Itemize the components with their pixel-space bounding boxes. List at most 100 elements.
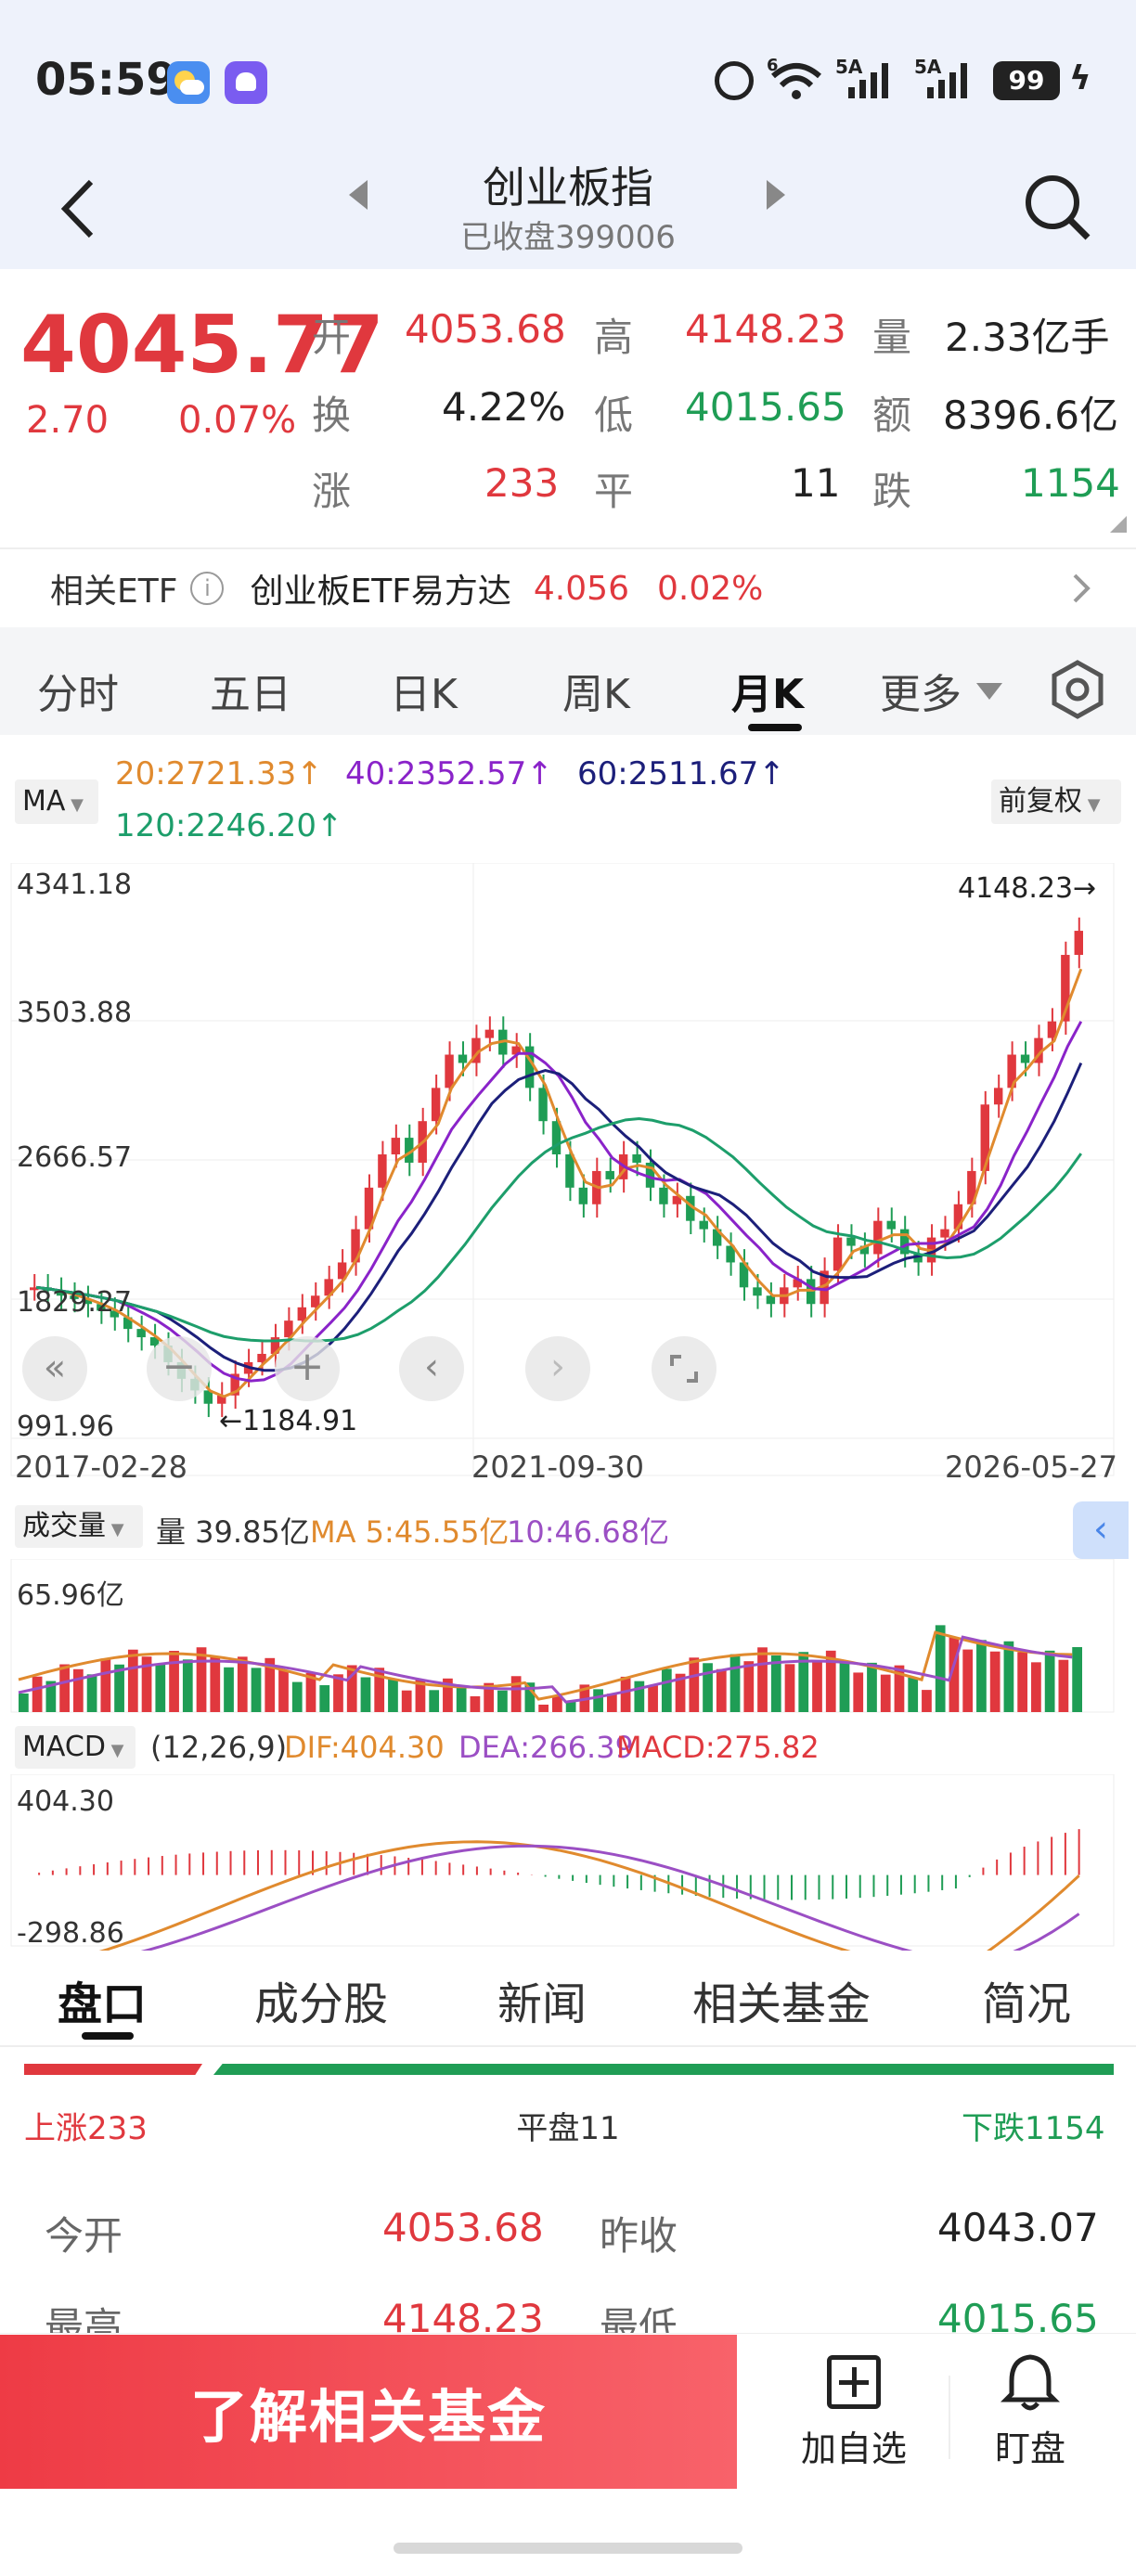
macd-selector[interactable]: MACD ▼ [15, 1726, 136, 1769]
detail-tabs: 盘口 成分股 新闻 相关基金 简况 [0, 1954, 1136, 2056]
candle-body [524, 1046, 535, 1088]
related-etf-row[interactable]: 相关ETF i 创业板ETF易方达 4.056 0.02% [0, 549, 1136, 627]
volume-bar [333, 1674, 343, 1712]
high-value: 4148.23 [685, 306, 846, 352]
signal-icon-2: 5A [914, 56, 979, 102]
candle-body [257, 1353, 266, 1362]
candle-body [551, 1121, 562, 1155]
volume-bar [976, 1640, 987, 1712]
candle-body [913, 1254, 923, 1263]
date-mid: 2021-09-30 [471, 1449, 644, 1485]
prev-index-icon[interactable] [349, 180, 368, 210]
zoom-out-icon[interactable]: − [147, 1336, 212, 1401]
kline-y-bottom: 991.96 [17, 1410, 114, 1443]
tab-news[interactable]: 新闻 [497, 1978, 587, 2030]
volume-bar [401, 1690, 412, 1712]
adjust-selector[interactable]: 前复权 ▼ [991, 779, 1121, 824]
next-index-icon[interactable] [767, 180, 785, 210]
kline-y-3: 2666.57 [17, 1141, 133, 1174]
tab-weekly-k[interactable]: 周K [562, 671, 630, 718]
candle-body [538, 1088, 548, 1122]
tab-daily-k[interactable]: 日K [390, 671, 458, 718]
tab-monthly-k[interactable]: 月K [731, 671, 805, 718]
search-icon[interactable] [1021, 171, 1095, 245]
back-icon[interactable] [56, 176, 102, 241]
etf-name: 创业板ETF易方达 [250, 573, 511, 611]
watch-button[interactable]: 盯盘 [965, 2351, 1095, 2471]
breadth-bar-down [213, 2064, 1114, 2075]
candle-body [1007, 1054, 1016, 1088]
candle-body [70, 1295, 79, 1299]
zoom-fast-icon[interactable]: « [22, 1336, 87, 1401]
ma-selector[interactable]: MA ▼ [15, 779, 98, 824]
expand-corner-icon[interactable] [1110, 516, 1127, 533]
volume-bar [360, 1677, 371, 1712]
candle-body [953, 1204, 963, 1230]
volume-bar [291, 1681, 303, 1712]
breadth-up-label: 上涨233 [24, 2110, 148, 2147]
tab-intraday[interactable]: 分时 [37, 671, 119, 718]
candle-body [993, 1088, 1003, 1105]
page-title: 创业板指 [483, 162, 653, 213]
info-icon[interactable]: i [190, 572, 225, 605]
candle-body [471, 1037, 481, 1063]
etf-pct: 0.02% [656, 569, 764, 608]
candle-body [149, 1337, 160, 1346]
settings-icon[interactable] [1047, 659, 1108, 720]
panel-collapse-icon[interactable]: ‹ [1073, 1501, 1129, 1559]
candle-body [899, 1229, 910, 1255]
volume-bar [510, 1676, 522, 1712]
volume-bar [278, 1669, 289, 1712]
volume-selector[interactable]: 成交量 ▼ [15, 1505, 143, 1548]
volume-bar [251, 1668, 262, 1712]
macd-dif-line [98, 1840, 1080, 1951]
volume-bar [127, 1649, 138, 1712]
volume-bar [565, 1701, 576, 1712]
top-bar: 创业板指 已收盘399006 [0, 139, 1136, 269]
volume-bar [484, 1682, 495, 1712]
status-bar: 05:59 6 5A 5A 99 ϟ [0, 0, 1136, 158]
candle-body [1074, 931, 1083, 956]
candle-body [980, 1104, 989, 1171]
date-end: 2026-05-27 [945, 1449, 1117, 1485]
volume-bar [825, 1650, 836, 1712]
candle-body [820, 1270, 829, 1305]
tab-five-day[interactable]: 五日 [210, 671, 291, 718]
volume-bar [182, 1659, 193, 1712]
scroll-left-icon[interactable]: ‹ [399, 1336, 464, 1401]
macd-params: (12,26,9) [150, 1730, 288, 1765]
tab-quote[interactable]: 盘口 [58, 1978, 148, 2030]
candle-body [726, 1245, 735, 1263]
volume-bar [19, 1694, 29, 1712]
scroll-right-icon[interactable]: › [525, 1336, 590, 1401]
tab-related-funds[interactable]: 相关基金 [692, 1978, 871, 2030]
tab-more[interactable]: 更多 [880, 671, 962, 718]
detail-open-value: 4053.68 [382, 2205, 544, 2250]
macd-ytop-label: 404.30 [17, 1785, 114, 1818]
candle-body [284, 1320, 293, 1338]
volume-bar [675, 1673, 686, 1712]
quote-grid: 开 4053.68 高 4148.23 量 2.33亿手 换 4.22% 低 4… [0, 306, 1136, 529]
flat-count-value: 11 [791, 460, 841, 506]
add-watchlist-button[interactable]: 加自选 [789, 2355, 919, 2471]
volume-bar [100, 1658, 111, 1712]
volume-bar [265, 1657, 276, 1712]
volume-bar [45, 1681, 57, 1712]
macd-value-label: MACD:275.82 [616, 1730, 820, 1765]
volume-bar [196, 1647, 207, 1712]
learn-funds-button[interactable]: 了解相关基金 [0, 2335, 737, 2489]
volume-bar [949, 1637, 960, 1712]
volume-bar [1017, 1652, 1028, 1712]
chevron-right-icon[interactable] [1067, 570, 1095, 607]
volume-bar [305, 1672, 316, 1712]
candle-body [967, 1170, 976, 1204]
fullscreen-icon[interactable] [652, 1336, 716, 1401]
tab-profile[interactable]: 简况 [982, 1978, 1072, 2030]
volume-bar [729, 1654, 741, 1712]
zoom-in-icon[interactable]: + [275, 1336, 340, 1401]
candle-body [712, 1229, 722, 1246]
amount-value: 8396.6亿 [943, 393, 1118, 438]
tab-constituents[interactable]: 成分股 [254, 1978, 389, 2030]
candle-body [578, 1187, 588, 1204]
caret-down-icon[interactable] [976, 683, 1002, 700]
